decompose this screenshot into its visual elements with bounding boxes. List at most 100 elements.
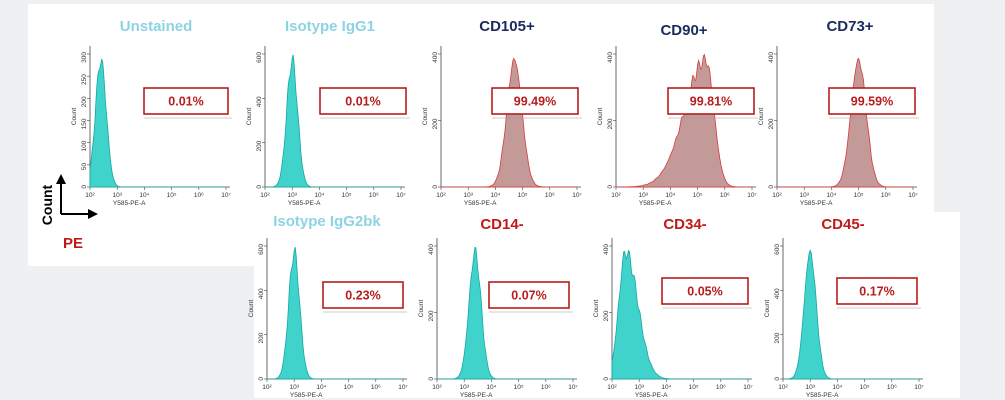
x-tick-label: 10⁶	[194, 192, 204, 199]
y-tick-label: 0	[428, 377, 435, 381]
y-tick-label: 100	[81, 140, 88, 151]
x-tick-label: 10⁴	[665, 192, 675, 199]
panel-title: Unstained	[120, 18, 193, 35]
x-axis-label: Y585-PE-A	[800, 200, 833, 207]
x-tick-label: 10⁷	[396, 192, 406, 199]
x-tick-label: 10⁶	[545, 192, 555, 199]
x-axis-label: Y585-PE-A	[290, 392, 323, 399]
x-tick-label: 10³	[638, 192, 648, 199]
panel-title: Isotype IgG1	[285, 18, 375, 35]
x-tick-label: 10⁴	[490, 192, 500, 199]
y-axis-label: Count	[246, 108, 253, 126]
percent-label: 0.23%	[345, 289, 380, 303]
y-axis-label: Count	[597, 108, 604, 126]
percent-label: 0.01%	[168, 95, 203, 109]
percent-label: 99.81%	[690, 95, 732, 109]
x-tick-label: 10⁵	[689, 384, 699, 391]
y-tick-label: 400	[768, 52, 775, 63]
x-tick-label: 10⁵	[342, 192, 352, 199]
x-tick-label: 10⁶	[720, 192, 730, 199]
x-tick-label: 10⁶	[716, 384, 726, 391]
y-tick-label: 200	[607, 118, 614, 129]
y-tick-label: 600	[256, 52, 263, 63]
y-tick-label: 0	[768, 185, 775, 189]
x-tick-label: 10⁵	[693, 192, 703, 199]
panel-title: CD14-	[480, 216, 523, 233]
x-tick-label: 10⁵	[167, 192, 177, 199]
percent-box	[661, 277, 749, 305]
x-tick-label: 10⁴	[486, 384, 496, 391]
x-tick-label: 10⁴	[826, 192, 836, 199]
y-tick-label: 200	[256, 140, 263, 151]
y-tick-label: 400	[256, 96, 263, 107]
panel-title: CD90+	[660, 22, 707, 39]
x-tick-label: 10⁶	[881, 192, 891, 199]
x-tick-label: 10²	[432, 384, 442, 391]
histogram-series	[89, 58, 226, 188]
y-tick-label: 0	[603, 377, 610, 381]
y-tick-label: 0	[607, 185, 614, 189]
percent-label: 99.49%	[514, 95, 556, 109]
x-tick-label: 10⁴	[661, 384, 671, 391]
x-tick-label: 10⁷	[398, 384, 408, 391]
percent-box	[667, 87, 755, 115]
percent-box	[319, 87, 407, 115]
percent-label: 99.59%	[851, 95, 893, 109]
x-tick-label: 10⁷	[221, 192, 231, 199]
y-tick-label: 400	[432, 52, 439, 63]
y-tick-label: 200	[428, 310, 435, 321]
x-axis-label: Y585-PE-A	[806, 392, 839, 399]
x-axis-label: Y585-PE-A	[639, 200, 672, 207]
y-tick-label: 0	[258, 377, 265, 381]
percent-box	[836, 277, 918, 305]
y-tick-label: 400	[607, 52, 614, 63]
x-tick-label: 10⁴	[832, 384, 842, 391]
y-tick-label: 400	[774, 288, 781, 299]
x-tick-label: 10³	[287, 192, 297, 199]
y-tick-label: 0	[774, 377, 781, 381]
panel-title: CD34-	[663, 216, 706, 233]
x-tick-label: 10⁷	[747, 192, 757, 199]
percent-label: 0.17%	[859, 285, 894, 299]
y-tick-label: 0	[432, 185, 439, 189]
histogram-series	[777, 57, 913, 188]
percent-box	[488, 281, 570, 309]
y-tick-label: 600	[774, 244, 781, 255]
x-axis-label: Y585-PE-A	[460, 392, 493, 399]
x-tick-label: 10⁶	[371, 384, 381, 391]
y-tick-label: 200	[81, 96, 88, 107]
x-tick-label: 10⁴	[316, 384, 326, 391]
x-tick-label: 10⁷	[568, 384, 578, 391]
x-tick-label: 10³	[805, 384, 815, 391]
y-tick-label: 200	[768, 118, 775, 129]
x-tick-label: 10⁷	[914, 384, 924, 391]
panel-title: Isotype IgG2bk	[273, 213, 381, 230]
panel-title: CD45-	[821, 216, 864, 233]
x-tick-label: 10⁶	[887, 384, 897, 391]
x-tick-label: 10³	[112, 192, 122, 199]
y-axis-label: Count	[71, 108, 78, 126]
y-tick-label: 50	[81, 162, 88, 170]
x-tick-label: 10²	[607, 384, 617, 391]
legend-count-label: Count	[39, 184, 55, 225]
y-tick-label: 400	[428, 244, 435, 255]
percent-box	[491, 87, 579, 115]
x-axis-label: Y585-PE-A	[635, 392, 668, 399]
panel-title: CD73+	[826, 18, 873, 35]
x-tick-label: 10⁶	[369, 192, 379, 199]
percent-label: 0.07%	[511, 289, 546, 303]
y-tick-label: 600	[258, 244, 265, 255]
x-tick-label: 10³	[799, 192, 809, 199]
x-tick-label: 10⁷	[572, 192, 582, 199]
y-tick-label: 400	[258, 288, 265, 299]
y-axis-label: Count	[422, 108, 429, 126]
y-tick-label: 150	[81, 118, 88, 129]
x-tick-label: 10³	[634, 384, 644, 391]
y-axis-label: Count	[593, 300, 600, 318]
x-tick-label: 10⁵	[514, 384, 524, 391]
